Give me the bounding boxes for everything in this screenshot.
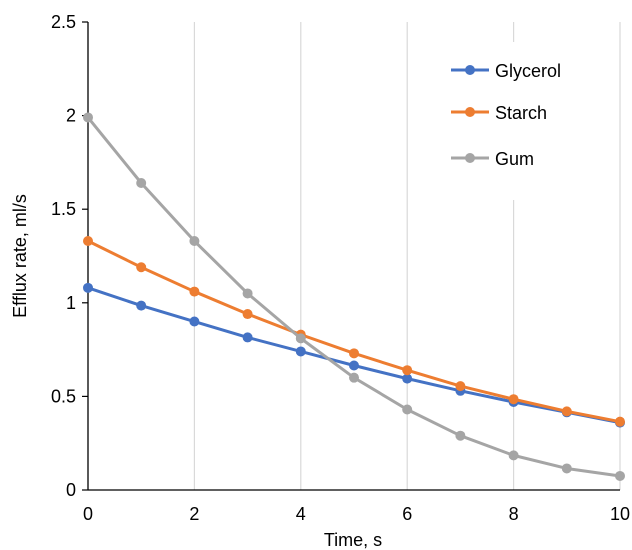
x-tick-label: 4 <box>296 504 306 524</box>
data-point-gum <box>83 112 93 123</box>
legend-marker-glycerol <box>465 65 475 75</box>
data-point-starch <box>83 236 93 247</box>
x-tick-label: 10 <box>610 504 630 524</box>
data-point-glycerol <box>83 282 93 293</box>
data-point-gum <box>402 404 413 415</box>
data-point-glycerol <box>189 316 200 327</box>
legend-item-gum: Gum <box>451 149 534 169</box>
axes <box>82 21 620 491</box>
data-point-starch <box>455 381 466 392</box>
data-point-starch <box>508 394 519 405</box>
y-tick-label: 1 <box>66 293 76 313</box>
y-tick-label: 0 <box>66 480 76 500</box>
series-line-starch <box>87 239 621 424</box>
data-point-glycerol <box>349 360 359 371</box>
series-gum <box>83 112 625 481</box>
y-tick-label: 2.5 <box>51 12 76 32</box>
y-tick-label: 1.5 <box>51 199 76 219</box>
x-tick-label: 6 <box>402 504 412 524</box>
y-axis-title: Efflux rate, ml/s <box>10 194 30 318</box>
data-point-gum <box>189 236 200 247</box>
legend-marker-gum <box>465 153 475 163</box>
series-starch <box>83 236 625 427</box>
legend-marker-starch <box>465 107 475 117</box>
data-point-glycerol <box>402 373 413 384</box>
data-point-gum <box>295 333 306 344</box>
x-tick-label: 2 <box>189 504 199 524</box>
data-point-gum <box>561 463 572 474</box>
legend-background <box>432 42 564 200</box>
legend-item-starch: Starch <box>451 103 547 123</box>
data-point-gum <box>242 288 253 299</box>
series-group <box>83 112 625 481</box>
data-point-starch <box>402 365 413 376</box>
data-point-starch <box>242 309 253 320</box>
data-point-glycerol <box>242 332 253 343</box>
data-point-starch <box>615 416 625 427</box>
data-point-gum <box>615 470 625 481</box>
data-point-starch <box>189 286 200 297</box>
legend-item-glycerol: Glycerol <box>451 61 561 81</box>
legend-label-glycerol: Glycerol <box>495 61 561 81</box>
tick-labels: 0 0.5 1 1.5 2 2.5 0 2 4 6 8 10 <box>51 12 630 524</box>
data-point-gum <box>455 430 466 441</box>
data-point-glycerol <box>295 346 306 357</box>
y-tick-label: 0.5 <box>51 386 76 406</box>
legend: Glycerol Starch Gum <box>432 42 564 200</box>
data-point-gum <box>349 372 359 383</box>
data-point-gum <box>136 177 147 188</box>
data-point-starch <box>561 406 572 417</box>
data-point-starch <box>349 348 359 359</box>
data-point-glycerol <box>136 300 147 311</box>
legend-label-starch: Starch <box>495 103 547 123</box>
x-axis-title: Time, s <box>324 530 382 550</box>
x-tick-label: 8 <box>509 504 519 524</box>
legend-label-gum: Gum <box>495 149 534 169</box>
y-tick-label: 2 <box>66 106 76 126</box>
data-point-gum <box>508 450 519 461</box>
x-tick-label: 0 <box>83 504 93 524</box>
data-point-starch <box>136 262 147 273</box>
